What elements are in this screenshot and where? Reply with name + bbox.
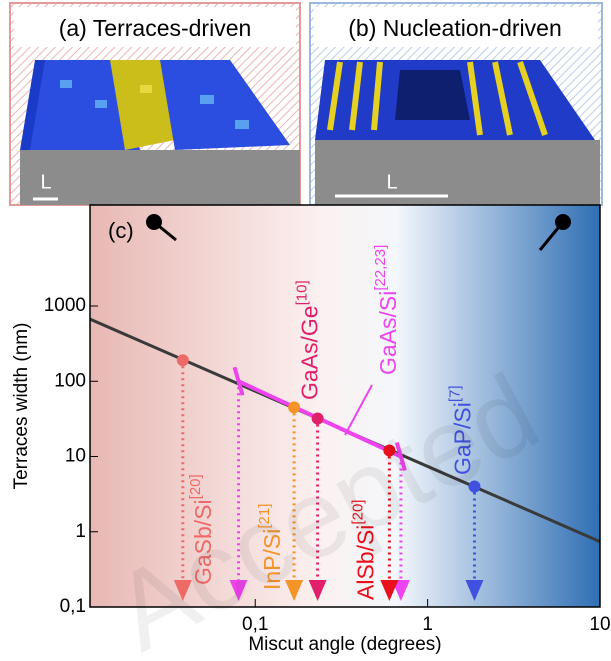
scale-label: L (40, 171, 51, 193)
material-label: GaP/Si[7] (446, 385, 475, 475)
reference: [20] (349, 500, 366, 525)
data-point (311, 412, 324, 425)
y-tick-label: 0,1 (60, 596, 86, 617)
arrow-head (465, 580, 484, 601)
material-name: InP/Si (259, 529, 285, 590)
x-tick-label: 1 (422, 614, 433, 635)
connector (538, 221, 565, 251)
data-point (383, 444, 396, 457)
material-label: GaAs/Ge[10] (294, 280, 323, 400)
y-axis-label: Terraces width (nm) (11, 323, 32, 490)
panel-label: (c) (108, 218, 134, 243)
data-point (176, 354, 189, 367)
y-tick-label: 10 (65, 446, 86, 467)
material-name: AlSb/Si (352, 525, 378, 600)
material-label: AlSb/Si[20] (349, 500, 378, 600)
material-name: GaAs/Ge (297, 305, 323, 400)
y-tick-label: 100 (54, 370, 86, 391)
data-point (288, 401, 301, 414)
y-tick-label: 1000 (44, 295, 86, 316)
data-point (468, 480, 481, 493)
material-label: GaSb/Si[20] (187, 474, 216, 585)
arrow-head (285, 580, 304, 601)
y-tick-label: 1 (75, 521, 86, 542)
material-name: GaAs/Si (375, 291, 401, 375)
material-name: GaP/Si (450, 402, 476, 475)
leader (344, 384, 373, 436)
x-axis-label: Miscut angle (degrees) (248, 634, 441, 655)
material-label: GaAs/Si[22,23] (372, 245, 401, 375)
panel-a (9, 2, 301, 206)
reference: [20] (187, 474, 204, 499)
reference: [22,23] (372, 245, 389, 291)
plot-frame (89, 204, 601, 608)
arrow-head (308, 580, 327, 601)
arrow-head (229, 580, 248, 601)
reference: [7] (446, 385, 463, 402)
reference: [21] (256, 504, 273, 529)
scale-label: L (386, 171, 397, 193)
material-name: GaSb/Si (190, 499, 216, 585)
material-label: InP/Si[21] (256, 504, 285, 590)
x-tick-label: 10 (589, 614, 610, 635)
reference: [10] (294, 280, 311, 305)
arrow-head (391, 580, 410, 601)
panel-title: (b) Nucleation-driven (348, 15, 561, 41)
arrow-head (173, 580, 192, 601)
connector (153, 220, 177, 242)
plot-background (90, 205, 600, 607)
x-tick-label: 0,1 (242, 614, 268, 635)
panel-b (309, 2, 603, 206)
arrow-head (380, 580, 399, 601)
panel-title: (a) Terraces-driven (59, 15, 252, 41)
